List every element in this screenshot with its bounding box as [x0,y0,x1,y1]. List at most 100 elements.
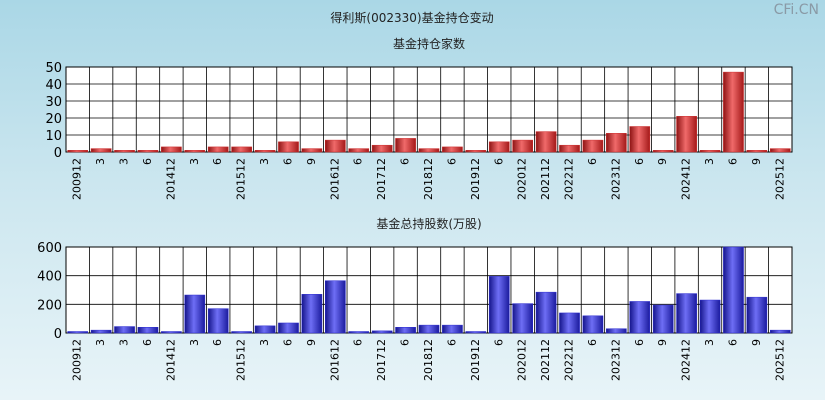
count-bar [301,148,323,153]
shares-x-tick-label: 6 [445,339,458,346]
shares-x-tick-label: 3 [258,339,271,346]
count-bar [371,144,393,153]
count-bar [418,148,440,153]
shares-bar [418,324,440,334]
count-bar [395,138,416,153]
shares-x-tick-label: 6 [726,339,739,346]
shares-bar [535,291,557,334]
shares-x-tick-label: 201812 [422,339,435,381]
count-bar [184,150,206,153]
count-x-tick-label: 201912 [469,158,482,200]
count-bar [676,116,697,153]
count-x-tick-label: 3 [188,158,201,165]
shares-x-tick-label: 202412 [680,339,693,381]
count-x-tick-label: 201812 [422,158,435,200]
count-x-tick-label: 6 [352,158,365,165]
shares-x-tick-label: 201912 [469,339,482,381]
shares-bar [137,327,159,334]
shares-bar [769,329,791,334]
shares-x-tick-label: 201712 [375,339,388,381]
count-bar [559,144,580,153]
count-bar [90,148,112,153]
count-bar [114,150,135,153]
shares-x-tick-label: 202512 [773,339,786,381]
shares-bar [488,276,510,334]
count-x-tick-label: 6 [586,158,599,165]
shares-y-tick-label: 0 [54,327,62,342]
shares-x-tick-label: 202112 [539,339,552,381]
shares-x-tick-label: 202212 [563,339,576,381]
count-bar [442,146,463,153]
shares-bar [325,280,346,334]
count-bar [254,150,276,153]
shares-bar [676,293,697,334]
shares-bar [559,312,580,334]
page-title: 得利斯(002330)基金持仓变动 [330,10,493,25]
shares-x-tick-label: 6 [281,339,294,346]
count-bar [769,148,791,153]
count-x-tick-label: 9 [750,158,763,165]
count-x-tick-label: 3 [118,158,131,165]
count-bar [207,146,229,153]
shares-x-tick-label: 9 [656,339,669,346]
shares-bar [442,324,463,334]
count-x-tick-label: 6 [726,158,739,165]
shares-x-tick-label: 6 [492,339,505,346]
count-x-tick-label: 6 [141,158,154,165]
count-x-tick-label: 3 [94,158,107,165]
shares-bar [371,330,393,334]
shares-bar [161,331,182,334]
count-x-tick-label: 9 [656,158,669,165]
count-x-tick-label: 6 [281,158,294,165]
count-x-tick-label: 6 [445,158,458,165]
count-x-tick-label: 202312 [609,158,622,200]
shares-x-tick-label: 6 [211,339,224,346]
count-y-tick-label: 20 [45,112,62,127]
count-x-tick-label: 201712 [375,158,388,200]
count-x-tick-label: 201512 [235,158,248,200]
count-bar [488,141,510,153]
shares-bar [301,294,323,334]
shares-bar [512,303,533,334]
shares-x-tick-label: 6 [399,339,412,346]
shares-bar [582,315,604,334]
count-x-tick-label: 6 [492,158,505,165]
shares-bar [723,246,744,334]
count-x-tick-label: 202212 [563,158,576,200]
count-x-tick-label: 201412 [164,158,177,200]
shares-y-tick-label: 400 [37,270,62,285]
shares-bar [207,308,229,334]
count-x-tick-label: 3 [703,158,716,165]
shares-x-tick-label: 3 [94,339,107,346]
shares-bar [184,294,206,334]
count-x-tick-label: 201612 [328,158,341,200]
shares-bar [231,331,252,334]
shares-bar [652,304,674,334]
count-bar [746,150,768,153]
count-x-tick-label: 202012 [516,158,529,200]
count-bar [535,131,557,153]
shares-x-tick-label: 6 [633,339,646,346]
count-bar [278,141,299,153]
shares-x-tick-label: 201512 [235,339,248,381]
shares-x-tick-label: 6 [352,339,365,346]
shares-bar [746,296,768,334]
shares-bar [278,322,299,334]
shares-x-tick-label: 201612 [328,339,341,381]
shares-bar [465,331,487,334]
count-x-tick-label: 6 [211,158,224,165]
count-bar [161,146,182,153]
count-bar [325,139,346,153]
shares-x-tick-label: 6 [141,339,154,346]
shares-bar [606,328,627,334]
count-x-tick-label: 9 [305,158,318,165]
count-x-tick-label: 202512 [773,158,786,200]
watermark: CFi.CN [773,2,819,18]
count-bar [652,150,674,153]
shares-bar [67,331,89,334]
count-y-tick-label: 50 [45,61,62,76]
count-bar [67,150,89,153]
count-bar [348,148,370,153]
shares-bar [699,299,721,334]
count-bar [699,150,721,153]
